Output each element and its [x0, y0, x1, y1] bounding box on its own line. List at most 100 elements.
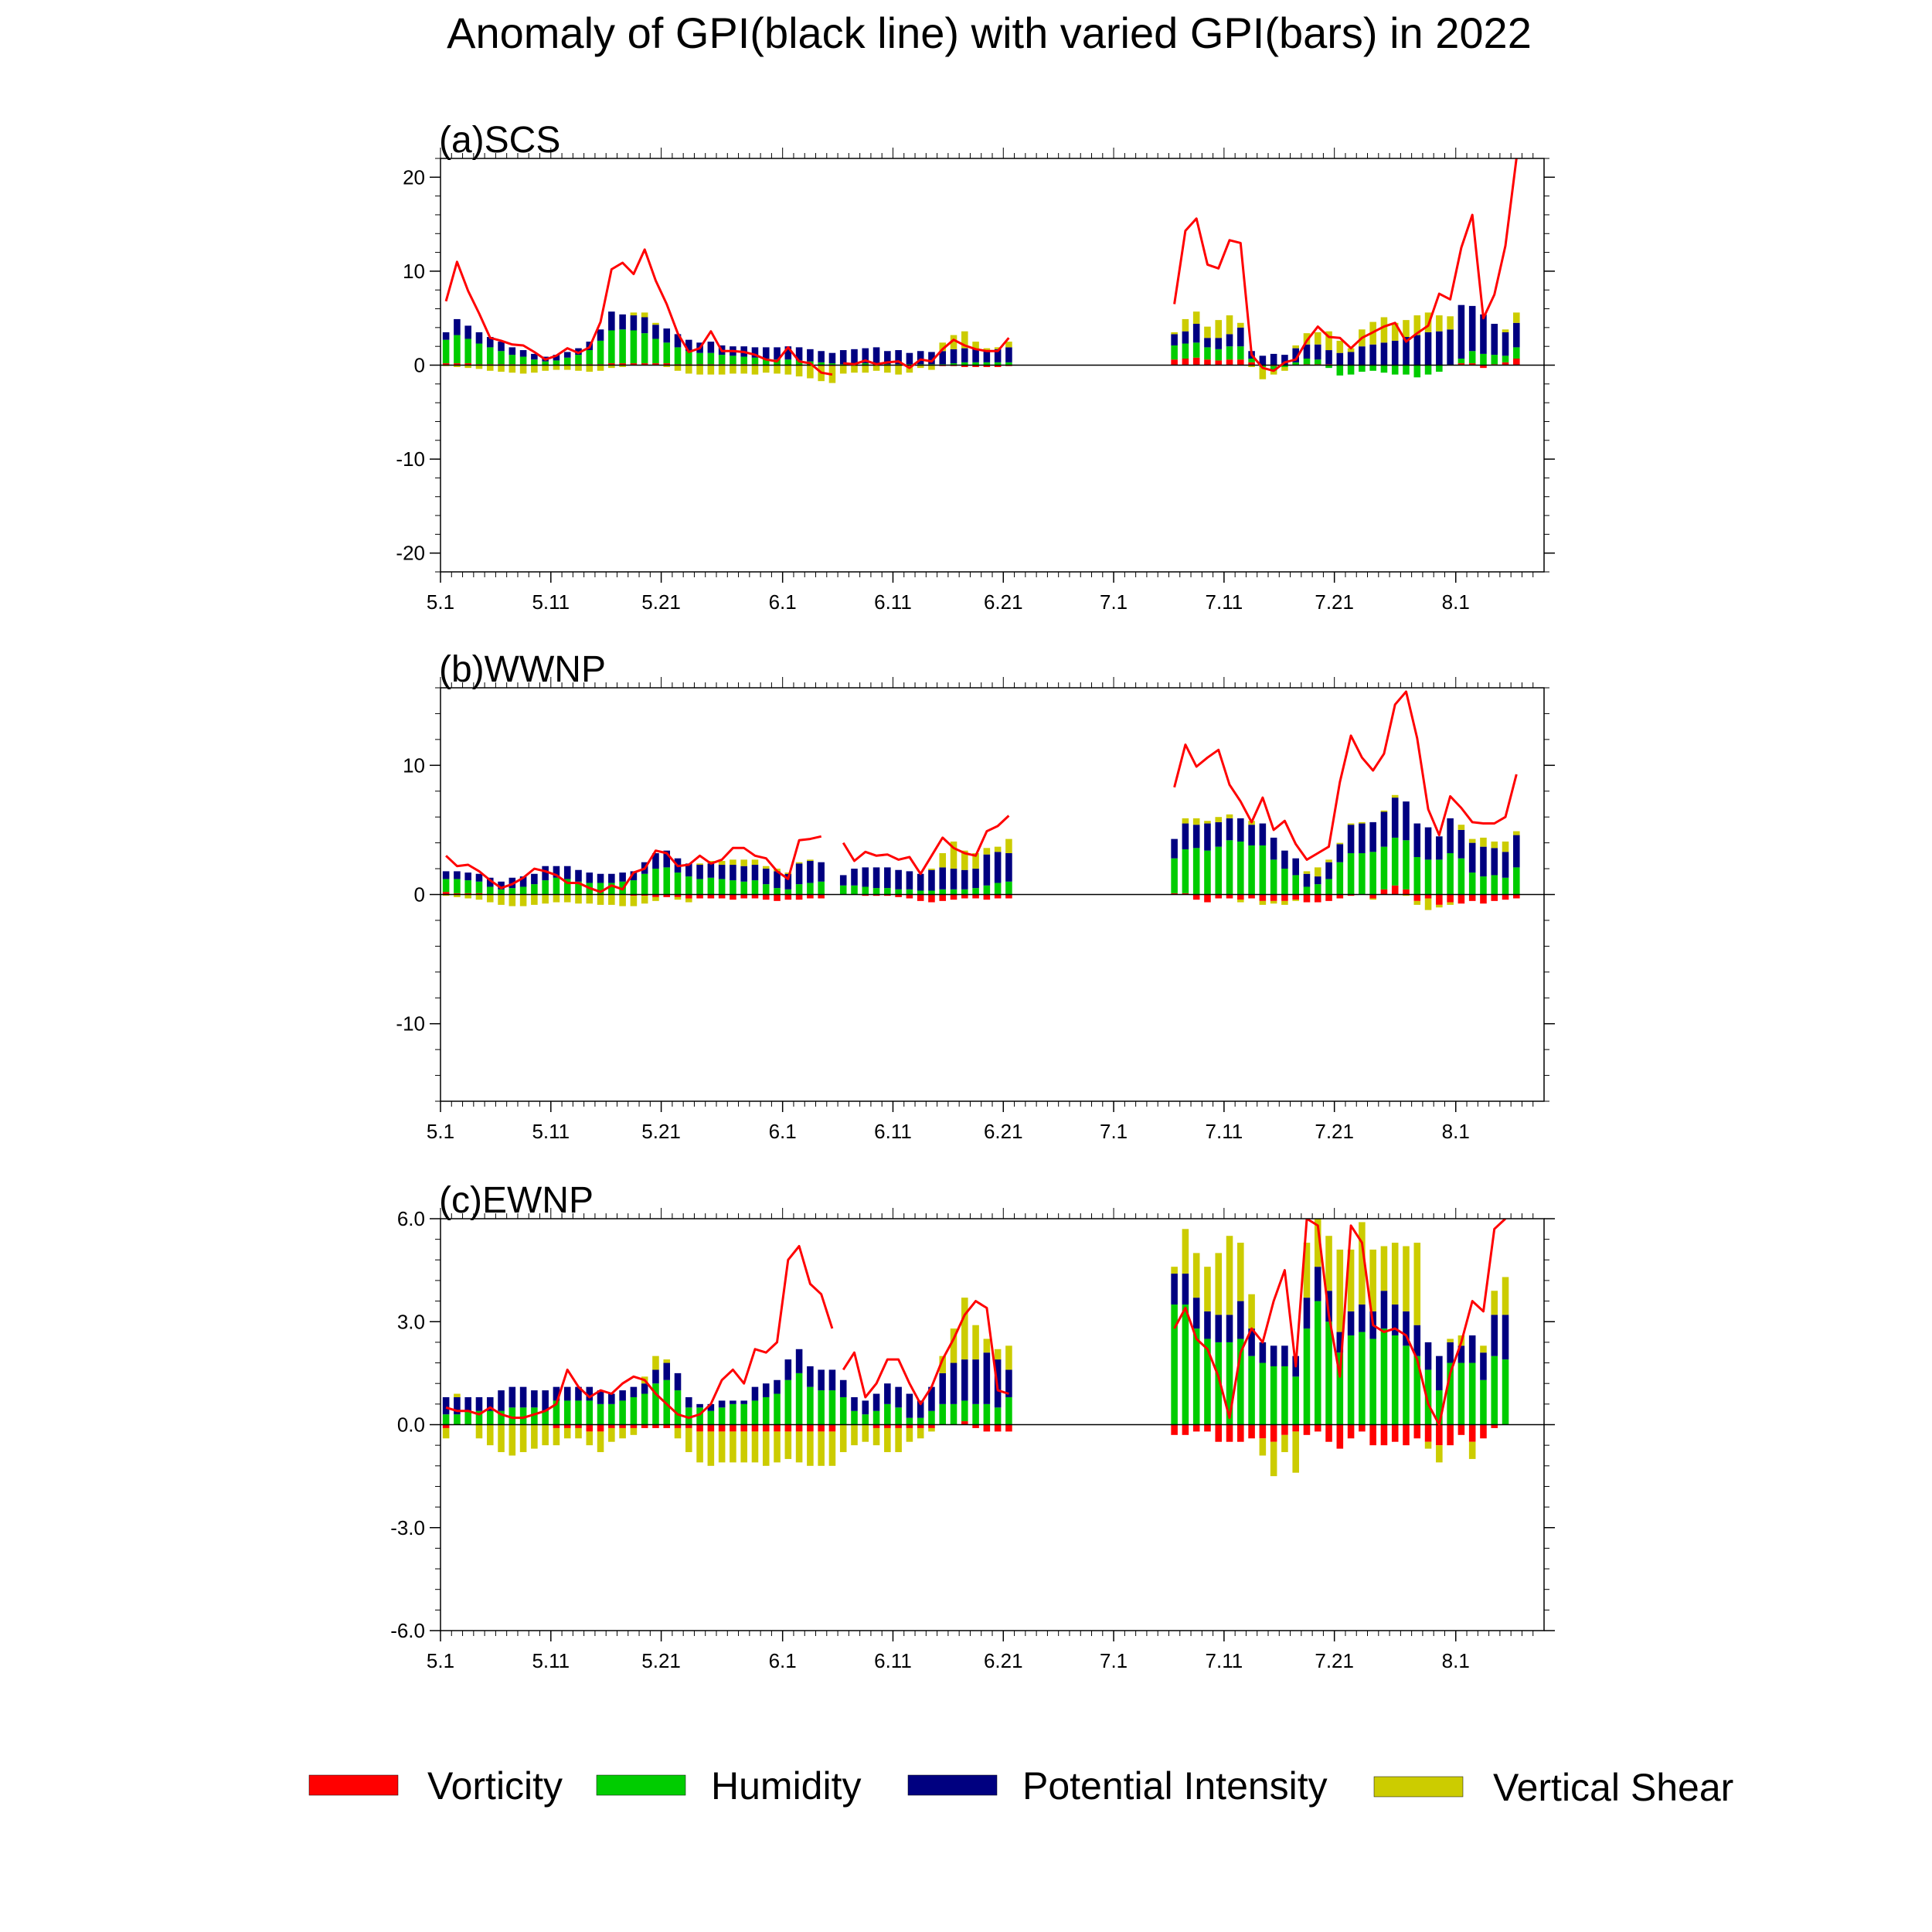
- bar-vertical-shear: [1325, 331, 1332, 351]
- bar-vertical-shear: [1468, 838, 1476, 843]
- bar-humidity: [652, 1383, 659, 1425]
- bar-vorticity: [950, 894, 957, 900]
- bar-humidity: [1226, 346, 1233, 360]
- bar-vertical-shear: [740, 365, 747, 374]
- bar-humidity: [872, 888, 880, 895]
- bar-potential-intensity: [652, 1369, 659, 1384]
- bar-humidity: [1468, 1362, 1476, 1425]
- bar-humidity: [1424, 365, 1432, 375]
- bar-potential-intensity: [586, 872, 594, 883]
- bar-potential-intensity: [1281, 850, 1288, 869]
- bar-potential-intensity: [575, 348, 582, 355]
- bar-vertical-shear: [862, 365, 869, 373]
- bar-humidity: [542, 361, 549, 366]
- bar-vertical-shear: [1005, 1345, 1012, 1370]
- bar-potential-intensity: [818, 862, 825, 882]
- bar-humidity: [774, 888, 781, 895]
- panel-label: (b)WWNP: [439, 649, 606, 690]
- bar-vorticity: [994, 365, 1002, 367]
- bar-vorticity: [784, 894, 792, 900]
- bar-vertical-shear: [454, 894, 461, 897]
- bar-vorticity: [1226, 1424, 1233, 1442]
- bar-potential-intensity: [1458, 829, 1465, 859]
- bar-potential-intensity: [619, 314, 626, 330]
- bar-vertical-shear: [486, 1424, 494, 1446]
- bar-vertical-shear: [619, 1427, 626, 1439]
- bar-vertical-shear: [1347, 823, 1355, 825]
- bar-potential-intensity: [784, 346, 792, 360]
- bar-humidity: [674, 1390, 682, 1425]
- bar-vertical-shear: [740, 859, 747, 866]
- bar-vertical-shear: [1424, 1441, 1432, 1449]
- bar-humidity: [707, 877, 715, 895]
- bar-vertical-shear: [1281, 1434, 1288, 1453]
- bar-humidity: [1347, 365, 1355, 375]
- bar-vorticity: [1380, 1424, 1388, 1446]
- bar-humidity: [1292, 875, 1299, 895]
- bar-humidity: [542, 1410, 549, 1425]
- bar-potential-intensity: [1281, 355, 1288, 366]
- bar-vorticity: [442, 1424, 450, 1428]
- bar-vorticity: [1192, 357, 1200, 366]
- bar-humidity: [1314, 1301, 1321, 1425]
- bar-potential-intensity: [950, 1362, 957, 1404]
- bar-humidity: [1513, 867, 1520, 895]
- bar-vorticity: [1480, 1424, 1487, 1439]
- bar-vorticity: [630, 1424, 638, 1428]
- bar-vertical-shear: [1237, 900, 1244, 903]
- bar-potential-intensity: [774, 871, 781, 889]
- legend-swatch-3: [907, 1774, 998, 1796]
- bar-humidity: [1369, 1338, 1376, 1425]
- bar-humidity: [652, 869, 659, 895]
- bars: [442, 794, 1520, 910]
- bar-humidity: [1314, 359, 1321, 365]
- bar-potential-intensity: [563, 1386, 571, 1401]
- bar-vorticity: [994, 1424, 1002, 1432]
- gpi-anomaly-line: [842, 1300, 1009, 1406]
- bar-vorticity: [1480, 365, 1487, 369]
- bar-vertical-shear: [707, 365, 715, 375]
- bar-potential-intensity: [1171, 334, 1178, 345]
- bar-vorticity: [983, 365, 991, 367]
- bar-humidity: [1336, 862, 1344, 895]
- bar-potential-intensity: [597, 1390, 604, 1404]
- bar-vertical-shear: [663, 365, 671, 367]
- bar-vertical-shear: [509, 1424, 516, 1456]
- bar-potential-intensity: [1171, 838, 1178, 859]
- bar-vertical-shear: [663, 1359, 671, 1363]
- bar-humidity: [563, 879, 571, 895]
- x-tick-label: 8.1: [1442, 1649, 1470, 1672]
- bar-vorticity: [1204, 1424, 1211, 1432]
- bar-vertical-shear: [961, 331, 968, 349]
- bar-vertical-shear: [762, 866, 770, 869]
- bar-vertical-shear: [531, 365, 538, 373]
- bar-vertical-shear: [542, 894, 549, 904]
- bar-potential-intensity: [1380, 811, 1388, 847]
- bar-vertical-shear: [730, 859, 736, 866]
- bar-vorticity: [696, 894, 703, 899]
- bar-humidity: [730, 1403, 736, 1425]
- bar-potential-intensity: [851, 1396, 858, 1411]
- bar-potential-intensity: [454, 1396, 461, 1415]
- bar-vorticity: [1413, 1424, 1421, 1439]
- bar-vertical-shear: [575, 1427, 582, 1439]
- bar-vertical-shear: [597, 365, 604, 371]
- bar-humidity: [1403, 365, 1410, 375]
- x-tick-label: 7.21: [1315, 590, 1354, 614]
- bar-vorticity: [641, 894, 648, 896]
- bar-humidity: [1192, 1328, 1200, 1425]
- bar-humidity: [652, 338, 659, 364]
- bars: [442, 1219, 1509, 1477]
- bar-humidity: [1391, 1335, 1399, 1425]
- bar-humidity: [1491, 355, 1498, 365]
- bar-vorticity: [751, 894, 759, 899]
- bar-humidity: [1359, 1332, 1366, 1425]
- bar-vertical-shear: [784, 1431, 792, 1459]
- bar-vertical-shear: [454, 365, 461, 367]
- bar-vertical-shear: [509, 894, 516, 906]
- bar-vorticity: [872, 894, 880, 896]
- bar-vorticity: [983, 1424, 991, 1432]
- bar-potential-intensity: [1391, 340, 1399, 366]
- gpi-lines: [445, 690, 1518, 893]
- bar-vorticity: [652, 894, 659, 897]
